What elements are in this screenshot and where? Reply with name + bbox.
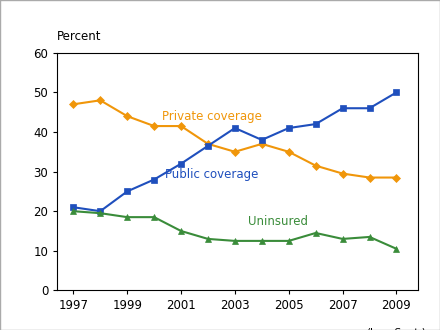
Text: Percent: Percent <box>57 30 102 43</box>
Text: Uninsured: Uninsured <box>248 215 308 228</box>
Text: (Jan.–Sept.): (Jan.–Sept.) <box>367 328 426 330</box>
Text: Public coverage: Public coverage <box>165 168 258 181</box>
Text: Private coverage: Private coverage <box>162 110 262 123</box>
